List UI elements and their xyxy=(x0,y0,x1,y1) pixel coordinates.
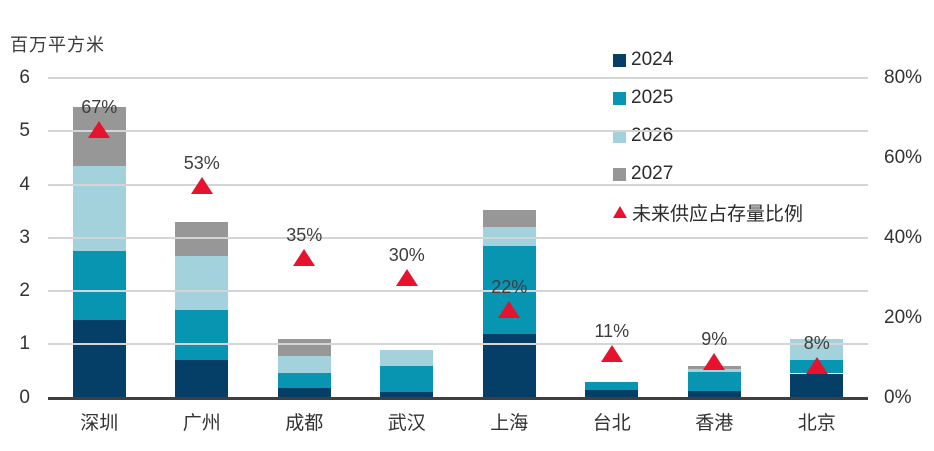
bar-segment-2026 xyxy=(380,349,434,366)
x-axis-label: 上海 xyxy=(490,413,529,434)
y-axis-tick-left: 4 xyxy=(19,173,30,195)
bar-segment-2024 xyxy=(585,389,639,398)
legend-item-marker: 未来供应占存量比例 xyxy=(613,193,803,231)
legend-label: 未来供应占存量比例 xyxy=(632,203,804,225)
supply-ratio-triangle xyxy=(395,269,418,287)
y-axis-tick-right: 0% xyxy=(884,386,912,408)
supply-ratio-triangle xyxy=(600,345,623,363)
legend-item-2024: 2024 xyxy=(613,41,803,79)
pct-label: 35% xyxy=(286,225,323,246)
y-axis-tick-left: 2 xyxy=(19,280,30,301)
legend-label: 2025 xyxy=(631,87,674,108)
x-axis-label: 武汉 xyxy=(387,413,426,434)
supply-ratio-triangle xyxy=(805,357,828,375)
axis-unit-title: 百万平方米 xyxy=(10,35,105,55)
legend-triangle-icon xyxy=(613,206,627,218)
bar-segment-2024 xyxy=(790,373,844,398)
legend-swatch-2027 xyxy=(613,167,626,181)
bar-segment-2024 xyxy=(687,391,741,398)
bar-segment-2025 xyxy=(585,381,639,390)
y-axis-tick-left: 1 xyxy=(19,333,30,355)
bar-segment-2026 xyxy=(277,356,331,373)
bar-segment-2025 xyxy=(175,309,229,361)
bar-segment-2024 xyxy=(175,360,229,398)
pct-label: 67% xyxy=(81,97,118,118)
legend-label: 2027 xyxy=(631,163,674,184)
legend-item-2025: 2025 xyxy=(613,79,803,117)
y-axis-tick-left: 3 xyxy=(19,226,30,248)
x-axis-label: 广州 xyxy=(182,413,221,434)
gridline xyxy=(48,343,868,346)
bar-segment-2027 xyxy=(482,209,536,228)
y-axis-tick-right: 20% xyxy=(884,306,923,328)
x-axis-line xyxy=(48,397,868,400)
pct-label: 22% xyxy=(491,277,528,298)
bar-segment-2027 xyxy=(175,221,229,257)
y-axis-tick-right: 60% xyxy=(884,146,923,168)
x-axis-label: 深圳 xyxy=(80,413,119,434)
legend-swatch-2024 xyxy=(613,53,626,67)
bar-segment-2024 xyxy=(72,320,126,398)
legend-item-2027: 2027 xyxy=(613,155,803,193)
bar-segment-2025 xyxy=(687,371,741,392)
bar-segment-2024 xyxy=(380,392,434,398)
bar-segment-2025 xyxy=(482,245,536,334)
bar-segment-2026 xyxy=(482,227,536,246)
legend-label: 2024 xyxy=(631,49,674,70)
gridline xyxy=(48,130,868,133)
y-axis-tick-left: 5 xyxy=(19,120,30,142)
bar-segment-2024 xyxy=(277,387,331,398)
gridline xyxy=(48,236,868,239)
bar-segment-2026 xyxy=(687,368,741,372)
pct-label: 9% xyxy=(701,329,728,350)
y-axis-tick-left: 0 xyxy=(19,386,30,408)
gridline xyxy=(48,290,868,292)
legend-label: 2026 xyxy=(631,125,674,146)
bar-segment-2027 xyxy=(277,338,331,356)
legend-swatch-2025 xyxy=(613,91,626,105)
y-axis-tick-left: 6 xyxy=(19,67,30,88)
pct-label: 53% xyxy=(183,153,220,174)
y-axis-tick-right: 40% xyxy=(884,226,923,248)
supply-ratio-triangle xyxy=(498,301,521,319)
x-axis-label: 台北 xyxy=(592,413,631,434)
y-axis-tick-right: 80% xyxy=(884,67,923,88)
supply-ratio-triangle xyxy=(88,121,111,139)
x-axis-label: 北京 xyxy=(797,413,836,434)
bar-segment-2026 xyxy=(175,256,229,310)
x-axis-label: 成都 xyxy=(285,413,324,434)
x-axis-label: 香港 xyxy=(695,413,734,434)
gridline xyxy=(48,183,868,186)
gridline xyxy=(48,77,868,79)
bar-segment-2025 xyxy=(72,251,126,321)
pct-label: 8% xyxy=(803,333,830,354)
legend: 2024 2025 2026 2027 未来供应占存量比例 xyxy=(613,41,803,231)
supply-ratio-triangle xyxy=(293,249,316,267)
pct-label: 11% xyxy=(594,321,630,342)
pct-label: 30% xyxy=(388,245,425,266)
supply-ratio-triangle xyxy=(703,353,726,371)
legend-item-2026: 2026 xyxy=(613,117,803,155)
bar-segment-2025 xyxy=(277,373,331,388)
legend-swatch-2026 xyxy=(613,129,626,143)
bar-segment-2025 xyxy=(380,365,434,393)
supply-ratio-triangle xyxy=(190,177,213,195)
